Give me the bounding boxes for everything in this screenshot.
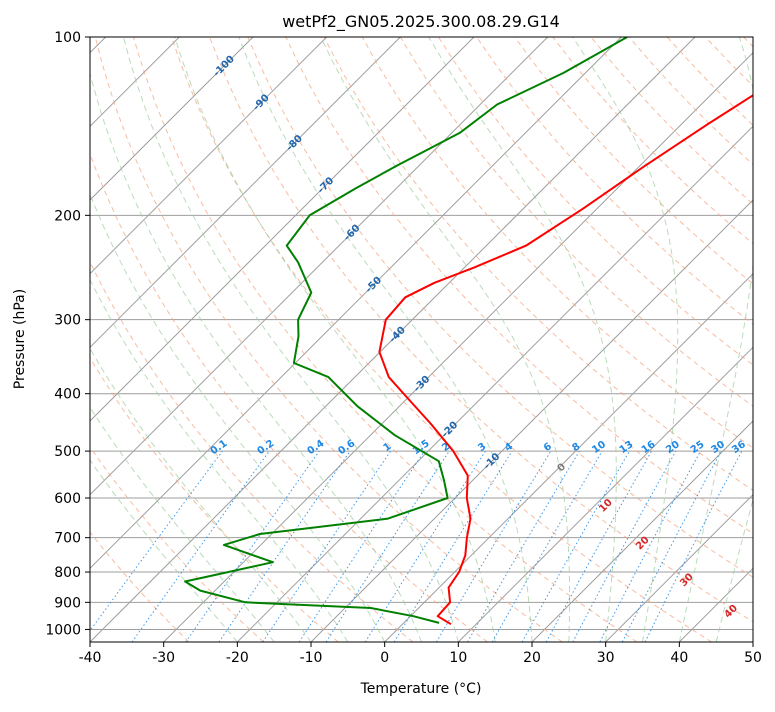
x-axis-label: Temperature (°C)	[360, 681, 482, 697]
y-tick-label: 300	[54, 313, 81, 329]
x-tick-label: -20	[226, 650, 249, 666]
y-tick-label: 1000	[45, 622, 81, 638]
x-tick-label: 30	[597, 650, 615, 666]
x-tick-label: 50	[744, 650, 762, 666]
y-tick-label: 400	[54, 387, 81, 403]
x-tick-label: -10	[300, 650, 323, 666]
y-axis-label: Pressure (hPa)	[12, 289, 28, 389]
x-tick-label: 0	[380, 650, 389, 666]
x-tick-label: 10	[449, 650, 467, 666]
plot-background	[90, 37, 753, 642]
chart-title: wetPf2_GN05.2025.300.08.29.G14	[282, 12, 560, 32]
x-tick-label: -40	[79, 650, 102, 666]
y-tick-label: 200	[54, 208, 81, 224]
x-tick-label: -30	[152, 650, 175, 666]
y-tick-label: 600	[54, 491, 81, 507]
x-tick-label: 20	[523, 650, 541, 666]
y-tick-label: 700	[54, 531, 81, 547]
isotherm-line	[753, 37, 775, 642]
y-tick-label: 100	[54, 30, 81, 46]
y-tick-label: 800	[54, 565, 81, 581]
y-tick-label: 500	[54, 444, 81, 460]
x-tick-label: 40	[670, 650, 688, 666]
y-tick-label: 900	[54, 595, 81, 611]
